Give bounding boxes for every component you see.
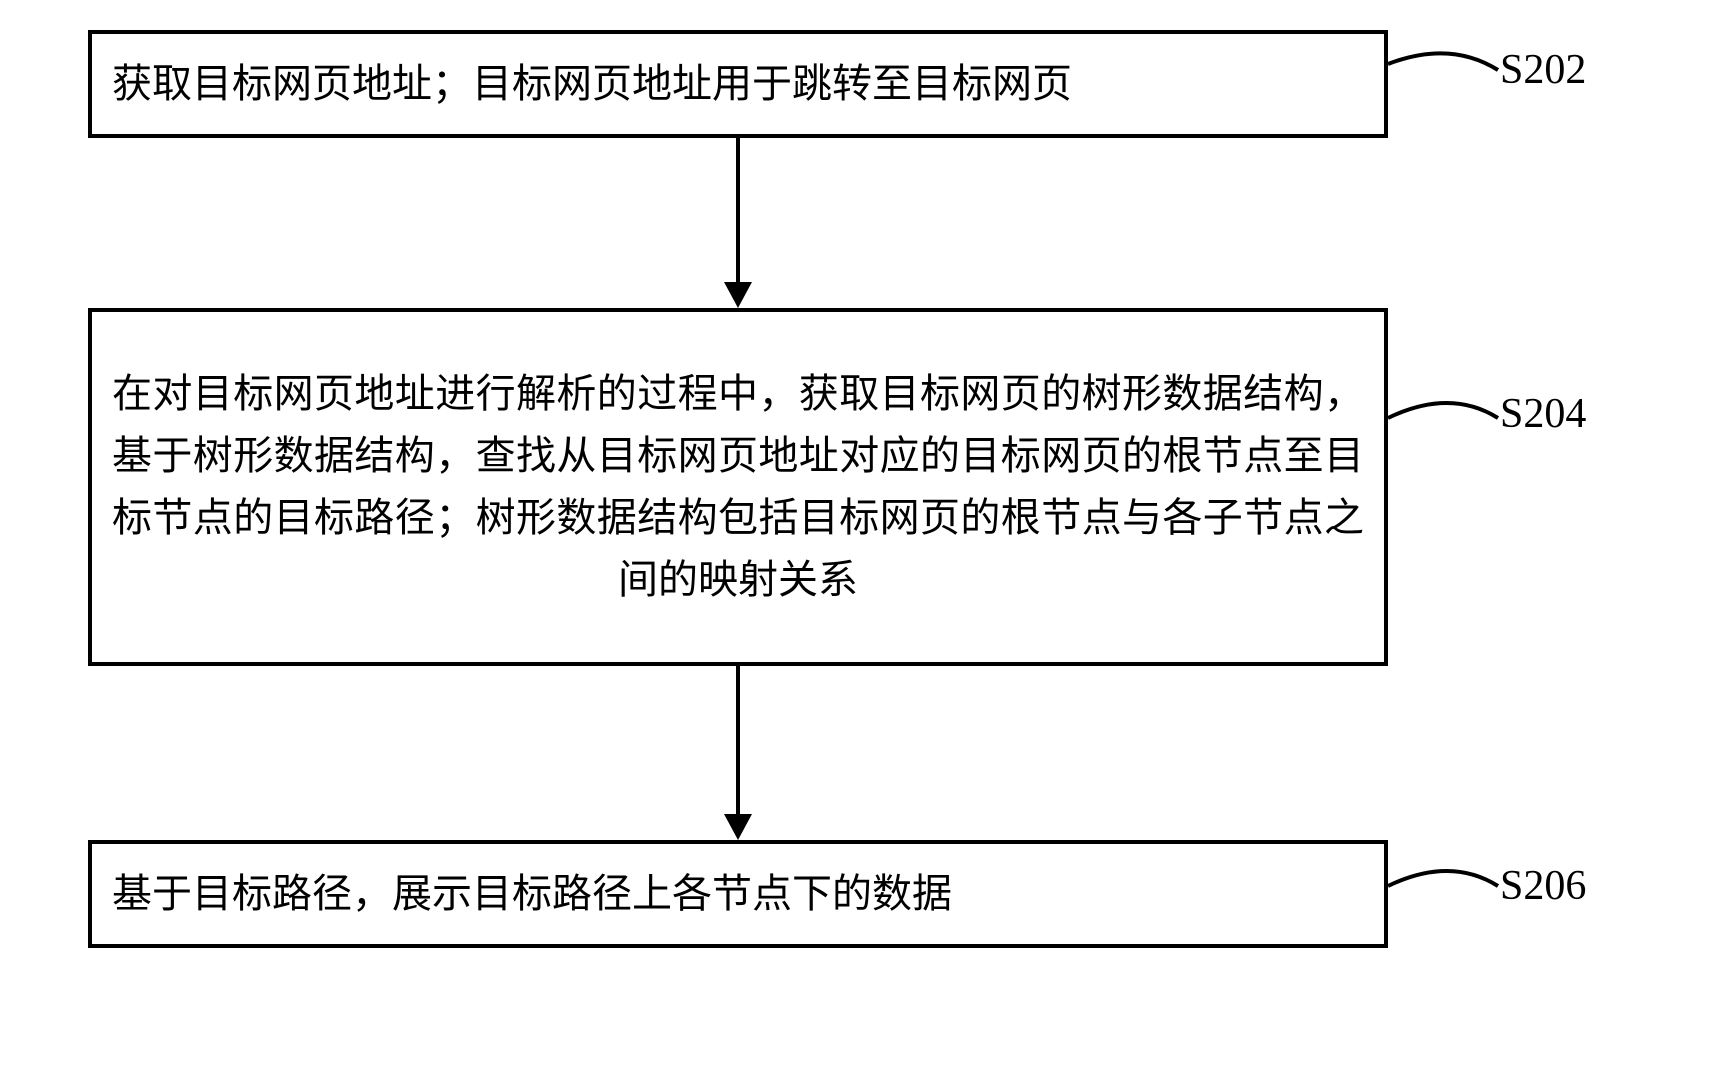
flowchart-canvas: 获取目标网页地址；目标网页地址用于跳转至目标网页 S202 在对目标网页地址进行… [0,0,1715,1083]
flow-label-s206: S206 [1500,862,1586,910]
label-leader-s206 [0,0,1715,1083]
